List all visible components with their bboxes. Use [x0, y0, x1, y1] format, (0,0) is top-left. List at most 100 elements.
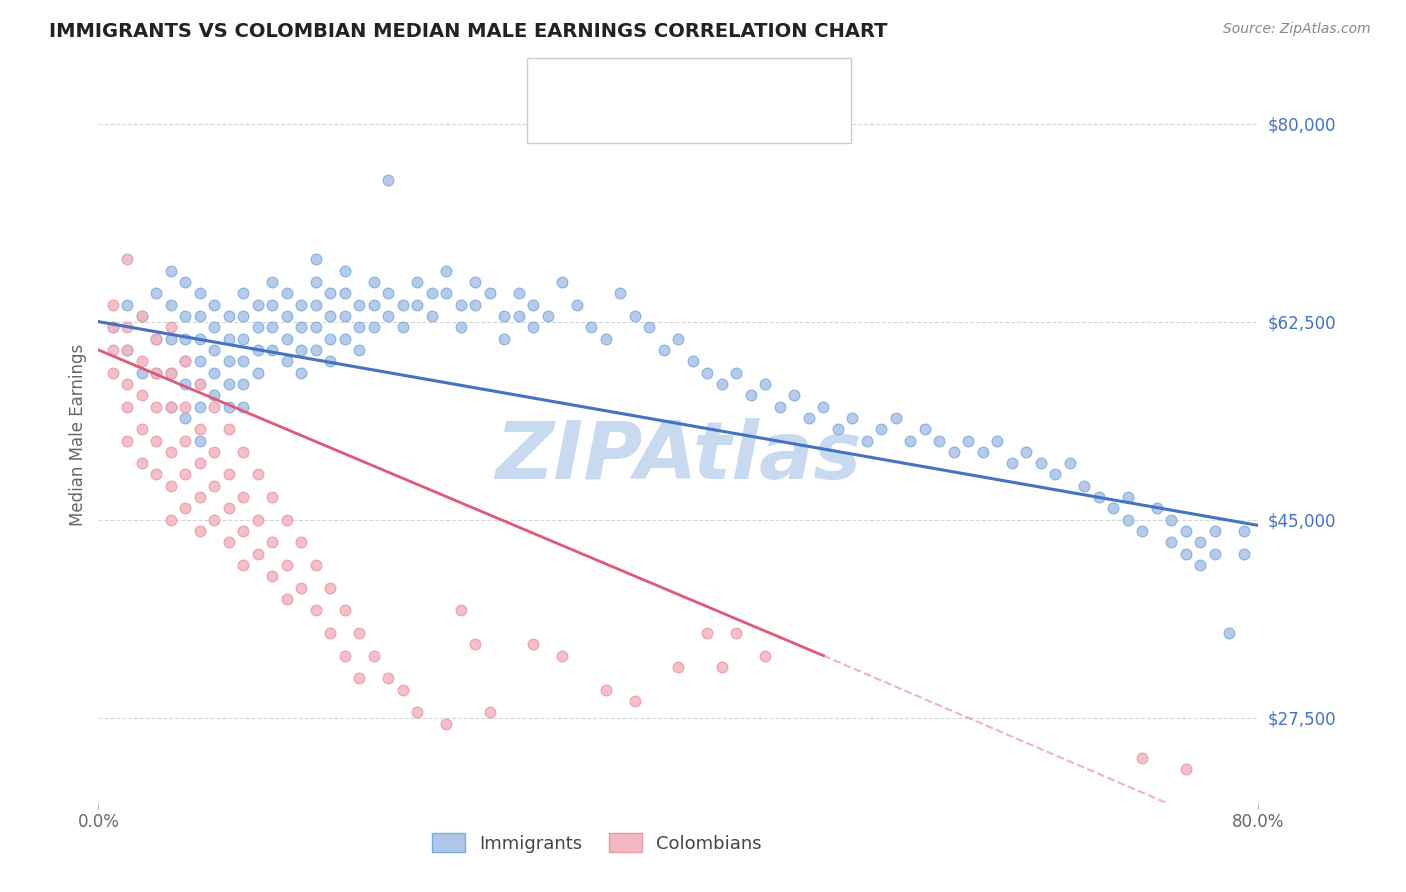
Point [232, 332, 254, 346]
Point [1102, 501, 1125, 516]
Point [508, 309, 530, 323]
Point [305, 320, 328, 334]
Point [696, 366, 718, 380]
Point [188, 400, 211, 414]
Point [305, 603, 328, 617]
Point [349, 298, 371, 312]
Point [972, 445, 994, 459]
Point [333, 332, 356, 346]
Point [1059, 456, 1081, 470]
Text: N = 147: N = 147 [724, 76, 801, 95]
Point [537, 309, 560, 323]
Point [436, 263, 458, 277]
Point [551, 275, 574, 289]
Bar [544, 73, 574, 97]
Point [710, 660, 733, 674]
Point [319, 581, 342, 595]
Point [1073, 479, 1095, 493]
Point [160, 513, 183, 527]
Point [1001, 456, 1024, 470]
Point [957, 434, 980, 448]
Point [290, 298, 312, 312]
Point [174, 410, 197, 425]
Point [160, 400, 183, 414]
Point [754, 376, 776, 391]
Point [406, 275, 429, 289]
Bar [544, 104, 574, 129]
Point [682, 354, 704, 368]
Point [450, 603, 472, 617]
Point [117, 252, 139, 267]
Point [696, 626, 718, 640]
Point [508, 286, 530, 301]
Point [464, 298, 486, 312]
Point [174, 434, 197, 448]
Point [117, 400, 139, 414]
Point [246, 343, 269, 357]
Point [232, 286, 254, 301]
Point [117, 298, 139, 312]
Point [290, 581, 312, 595]
Point [218, 332, 240, 346]
Point [276, 332, 298, 346]
Point [262, 275, 284, 289]
Point [117, 343, 139, 357]
Point [349, 671, 371, 685]
Point [494, 332, 516, 346]
Point [609, 286, 631, 301]
Point [276, 558, 298, 572]
Point [305, 298, 328, 312]
Point [624, 694, 647, 708]
Point [160, 366, 183, 380]
Point [145, 332, 167, 346]
Point [363, 298, 385, 312]
Point [928, 434, 950, 448]
Point [870, 422, 893, 436]
Point [262, 569, 284, 583]
Point [666, 660, 689, 674]
Point [436, 286, 458, 301]
Point [551, 648, 574, 663]
Point [262, 490, 284, 504]
Point [392, 320, 415, 334]
Point [595, 682, 617, 697]
Point [246, 513, 269, 527]
Point [1116, 513, 1139, 527]
Point [145, 286, 167, 301]
Point [406, 705, 429, 719]
Point [188, 309, 211, 323]
Point [101, 343, 124, 357]
Text: R = -0.520: R = -0.520 [583, 76, 678, 95]
Point [246, 366, 269, 380]
Point [392, 682, 415, 697]
Point [305, 558, 328, 572]
Point [174, 501, 197, 516]
Point [377, 309, 399, 323]
Point [131, 422, 153, 436]
Point [117, 434, 139, 448]
Point [246, 467, 269, 482]
Point [160, 400, 183, 414]
Point [565, 298, 588, 312]
Point [174, 467, 197, 482]
Point [841, 410, 863, 425]
Point [319, 626, 342, 640]
Point [783, 388, 806, 402]
Point [1116, 490, 1139, 504]
Point [1015, 445, 1038, 459]
Point [986, 434, 1008, 448]
Point [188, 422, 211, 436]
Point [218, 309, 240, 323]
Point [160, 332, 183, 346]
Point [160, 263, 183, 277]
Point [652, 343, 675, 357]
Point [145, 366, 167, 380]
Point [188, 434, 211, 448]
Point [232, 376, 254, 391]
Point [1088, 490, 1111, 504]
Point [813, 400, 835, 414]
Point [1174, 524, 1197, 538]
Point [349, 626, 371, 640]
Text: N =  79: N = 79 [724, 108, 796, 126]
Point [1174, 547, 1197, 561]
